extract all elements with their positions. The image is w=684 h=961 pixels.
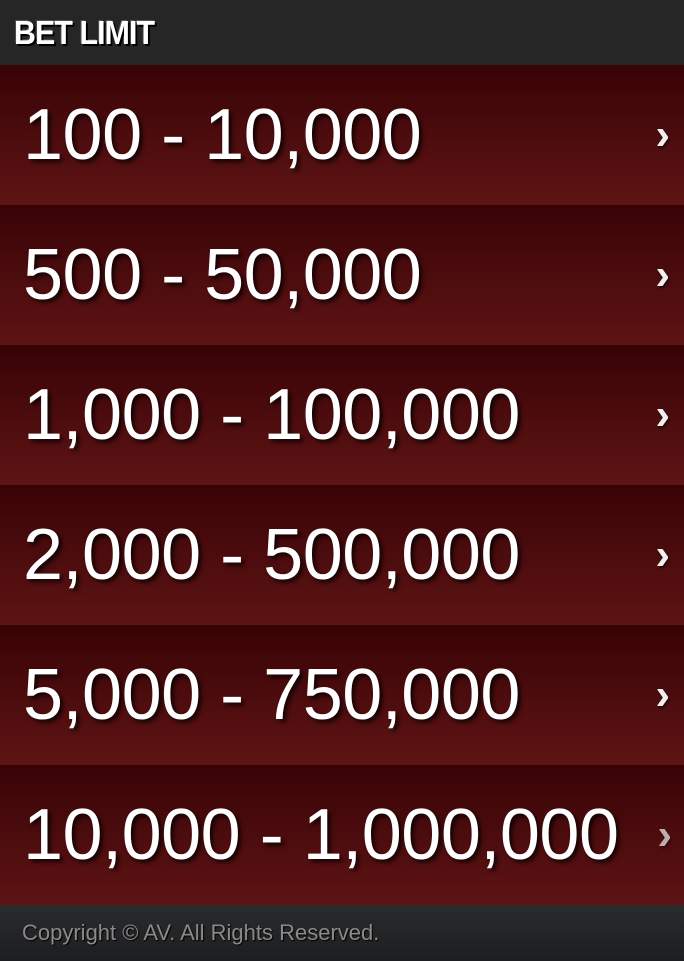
chevron-right-icon: › [655, 110, 670, 159]
page-title: BET LIMIT [14, 13, 155, 51]
bet-limit-label: 100 - 10,000 [23, 95, 422, 175]
chevron-right-icon: › [655, 670, 670, 719]
bet-limit-list: 100 - 10,000 › 500 - 50,000 › 1,000 - 10… [0, 65, 684, 905]
chevron-right-icon: › [655, 390, 670, 439]
bet-limit-option[interactable]: 100 - 10,000 › [0, 65, 684, 205]
bet-limit-option[interactable]: 10,000 - 1,000,000 › [0, 765, 684, 905]
chevron-right-icon: › [657, 810, 672, 859]
bet-limit-label: 1,000 - 100,000 [23, 375, 520, 455]
bet-limit-option[interactable]: 5,000 - 750,000 › [0, 625, 684, 765]
header: BET LIMIT [0, 0, 684, 65]
chevron-right-icon: › [655, 530, 670, 579]
copyright-text: Copyright © AV. All Rights Reserved. [22, 920, 380, 945]
bet-limit-label: 5,000 - 750,000 [23, 655, 520, 735]
bet-limit-label: 2,000 - 500,000 [23, 515, 520, 595]
footer: Copyright © AV. All Rights Reserved. [0, 905, 684, 961]
bet-limit-label: 10,000 - 1,000,000 [23, 795, 619, 875]
bet-limit-option[interactable]: 1,000 - 100,000 › [0, 345, 684, 485]
bet-limit-option[interactable]: 2,000 - 500,000 › [0, 485, 684, 625]
bet-limit-label: 500 - 50,000 [23, 235, 422, 315]
chevron-right-icon: › [655, 250, 670, 299]
bet-limit-option[interactable]: 500 - 50,000 › [0, 205, 684, 345]
